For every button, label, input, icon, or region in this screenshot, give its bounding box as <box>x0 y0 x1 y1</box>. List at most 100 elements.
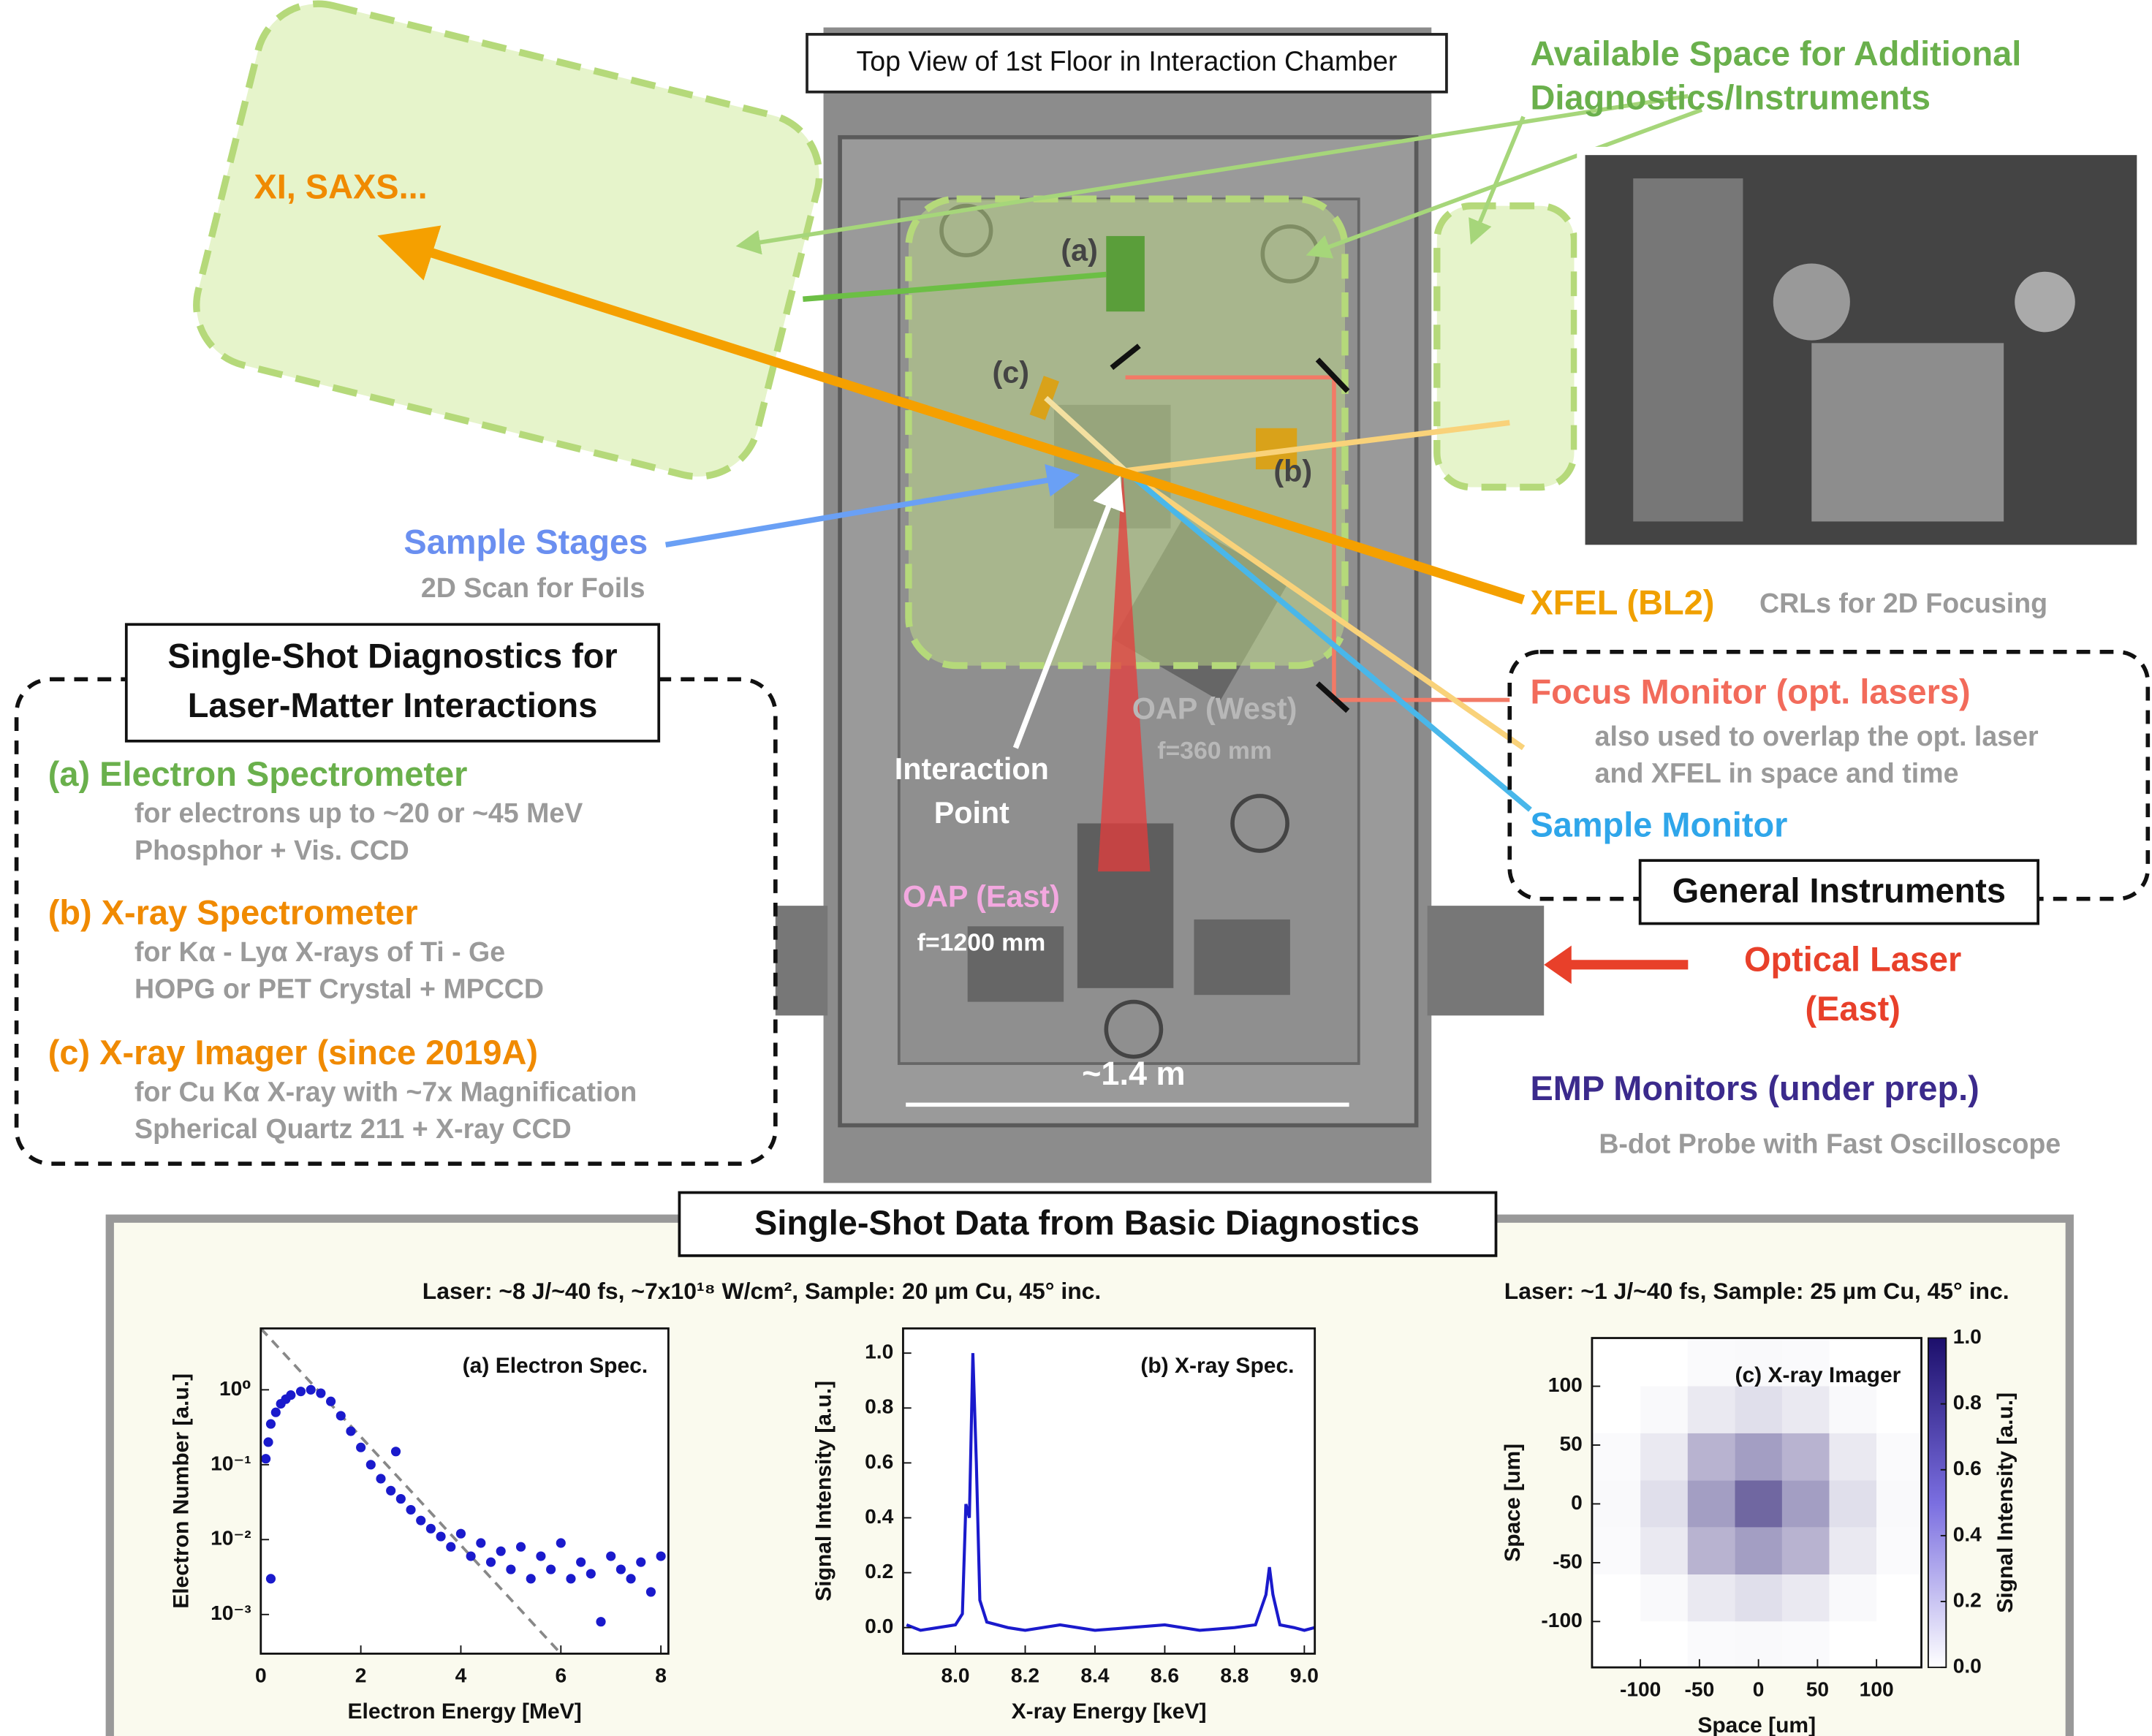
diagnostic-note: for electrons up to ~20 or ~45 MeV <box>134 797 583 828</box>
colorbar <box>1928 1338 1946 1668</box>
heatmap-cell <box>1735 1433 1782 1480</box>
x-axis-label: X-ray Energy [keV] <box>1012 1699 1207 1724</box>
y-axis-label: Space [um] <box>1501 1444 1525 1562</box>
page: { "diagram": { "title": "Top View of 1st… <box>0 0 2152 1736</box>
heatmap-cell <box>1735 1528 1782 1574</box>
figure: Top View of 1st Floor in Interaction Cha… <box>0 0 2152 1736</box>
x-tick-label: 50 <box>1806 1678 1829 1700</box>
chart-title: (a) Electron Spec. <box>463 1354 648 1378</box>
data-point <box>586 1569 596 1578</box>
emp-note: B-dot Probe with Fast Oscilloscope <box>1599 1129 2061 1159</box>
x-tick-label: 8.2 <box>1011 1664 1039 1687</box>
conditions: Laser: ~8 J/~40 fs, ~7x10¹⁸ W/cm², Sampl… <box>423 1278 1102 1304</box>
colorbar-label: Signal Intensity [a.u.] <box>1993 1392 2018 1613</box>
data-point <box>416 1516 425 1525</box>
sample-monitor: Sample Monitor <box>1530 806 1787 844</box>
data-point <box>626 1574 636 1583</box>
data-point <box>426 1524 436 1534</box>
heatmap-cell <box>1594 1480 1641 1527</box>
heatmap-cell <box>1688 1574 1735 1621</box>
colorbar-tick-label: 0.2 <box>1953 1588 1982 1611</box>
diagnostics-title: Single-Shot Diagnostics for <box>167 637 617 675</box>
colorbar-tick-label: 0.6 <box>1953 1457 1982 1479</box>
heatmap-cell <box>1876 1621 1924 1668</box>
diagnostic-name: (c) X-ray Imager (since 2019A) <box>48 1034 538 1072</box>
available-space: Diagnostics/Instruments <box>1530 78 1931 116</box>
y-axis-label: Electron Number [a.u.] <box>170 1373 194 1609</box>
heatmap-cell <box>1640 1574 1688 1621</box>
optical-laser: Optical Laser <box>1744 940 1961 978</box>
data-point <box>316 1388 325 1398</box>
data-point <box>536 1551 545 1561</box>
y-tick-label: 100 <box>1548 1373 1583 1396</box>
heatmap-cell <box>1830 1480 1877 1527</box>
diagnostic-name: (b) X-ray Spectrometer <box>48 894 418 932</box>
diagnostic-note: Spherical Quartz 211 + X-ray CCD <box>134 1113 572 1144</box>
y-tick-label: 10⁻² <box>211 1527 251 1550</box>
y-tick-label: 10⁻³ <box>211 1602 251 1624</box>
heatmap-cell <box>1594 1387 1641 1433</box>
data-point <box>266 1574 276 1583</box>
heatmap-cell <box>1876 1433 1924 1480</box>
x-tick-label: 4 <box>455 1664 467 1687</box>
heatmap-cell <box>1735 1387 1782 1433</box>
diagnostic-note: for Cu Kα X-ray with ~7x Magnification <box>134 1076 637 1107</box>
conditions: Laser: ~1 J/~40 fs, Sample: 25 µm Cu, 45… <box>1504 1278 2009 1304</box>
heatmap-cell <box>1876 1528 1924 1574</box>
heatmap-cell <box>1640 1480 1688 1527</box>
data-point <box>286 1390 295 1400</box>
data-point <box>261 1454 270 1463</box>
xfel-note: CRLs for 2D Focusing <box>1759 588 2047 618</box>
marker-label: (c) <box>992 355 1028 389</box>
y-tick-label: 1.0 <box>865 1341 893 1363</box>
data-point <box>406 1505 415 1515</box>
emp: EMP Monitors (under prep.) <box>1530 1069 1979 1107</box>
heatmap-cell <box>1640 1433 1688 1480</box>
data-point <box>391 1447 401 1456</box>
heatmap-cell <box>1782 1480 1830 1527</box>
data-point <box>506 1565 515 1574</box>
colorbar-tick-label: 1.0 <box>1953 1325 1982 1348</box>
heatmap-cell <box>1594 1574 1641 1621</box>
colorbar-tick-label: 0.8 <box>1953 1391 1982 1414</box>
heatmap-cell <box>1876 1574 1924 1621</box>
heatmap-cell <box>1782 1433 1830 1480</box>
data-point <box>476 1538 485 1547</box>
xfel: XFEL (BL2) <box>1530 583 1714 621</box>
data-point <box>456 1529 466 1539</box>
data-point <box>376 1474 385 1483</box>
x-tick-label: 8.8 <box>1220 1664 1249 1687</box>
x-tick-label: -50 <box>1685 1678 1715 1700</box>
y-tick-label: 0.0 <box>865 1615 893 1637</box>
heatmap-cell <box>1688 1528 1735 1574</box>
y-tick-label: 10⁰ <box>219 1377 251 1400</box>
data-point <box>556 1538 566 1547</box>
heatmap-cell <box>1640 1621 1688 1668</box>
heatmap-cell <box>1688 1433 1735 1480</box>
xi-saxs: XI, SAXS... <box>254 167 427 205</box>
heatmap-cell <box>1830 1574 1877 1621</box>
y-tick-label: 50 <box>1559 1432 1582 1455</box>
y-tick-label: 0.2 <box>865 1560 893 1583</box>
x-tick-label: 2 <box>355 1664 367 1687</box>
diagnostic-name: (a) Electron Spectrometer <box>48 755 468 793</box>
data-point <box>271 1408 281 1417</box>
heatmap-cell <box>1640 1387 1688 1433</box>
interaction-point: Point <box>934 796 1009 830</box>
heatmap-cell <box>1688 1480 1735 1527</box>
x-axis-label: Space [um] <box>1697 1713 1816 1736</box>
data-point <box>396 1494 406 1504</box>
data-panel-title: Single-Shot Data from Basic Diagnostics <box>754 1204 1420 1242</box>
heatmap-cell <box>1782 1528 1830 1574</box>
data-point <box>576 1558 586 1567</box>
scale-label: ~1.4 m <box>1082 1055 1186 1092</box>
data-point <box>306 1385 316 1395</box>
heatmap-cell <box>1782 1387 1830 1433</box>
data-point <box>636 1558 645 1567</box>
chart-title: (b) X-ray Spec. <box>1140 1354 1294 1378</box>
heatmap-cell <box>1830 1433 1877 1480</box>
x-tick-label: 100 <box>1860 1678 1894 1700</box>
heatmap-cell <box>1735 1574 1782 1621</box>
data-point <box>496 1547 506 1556</box>
x-tick-label: -100 <box>1620 1678 1661 1700</box>
